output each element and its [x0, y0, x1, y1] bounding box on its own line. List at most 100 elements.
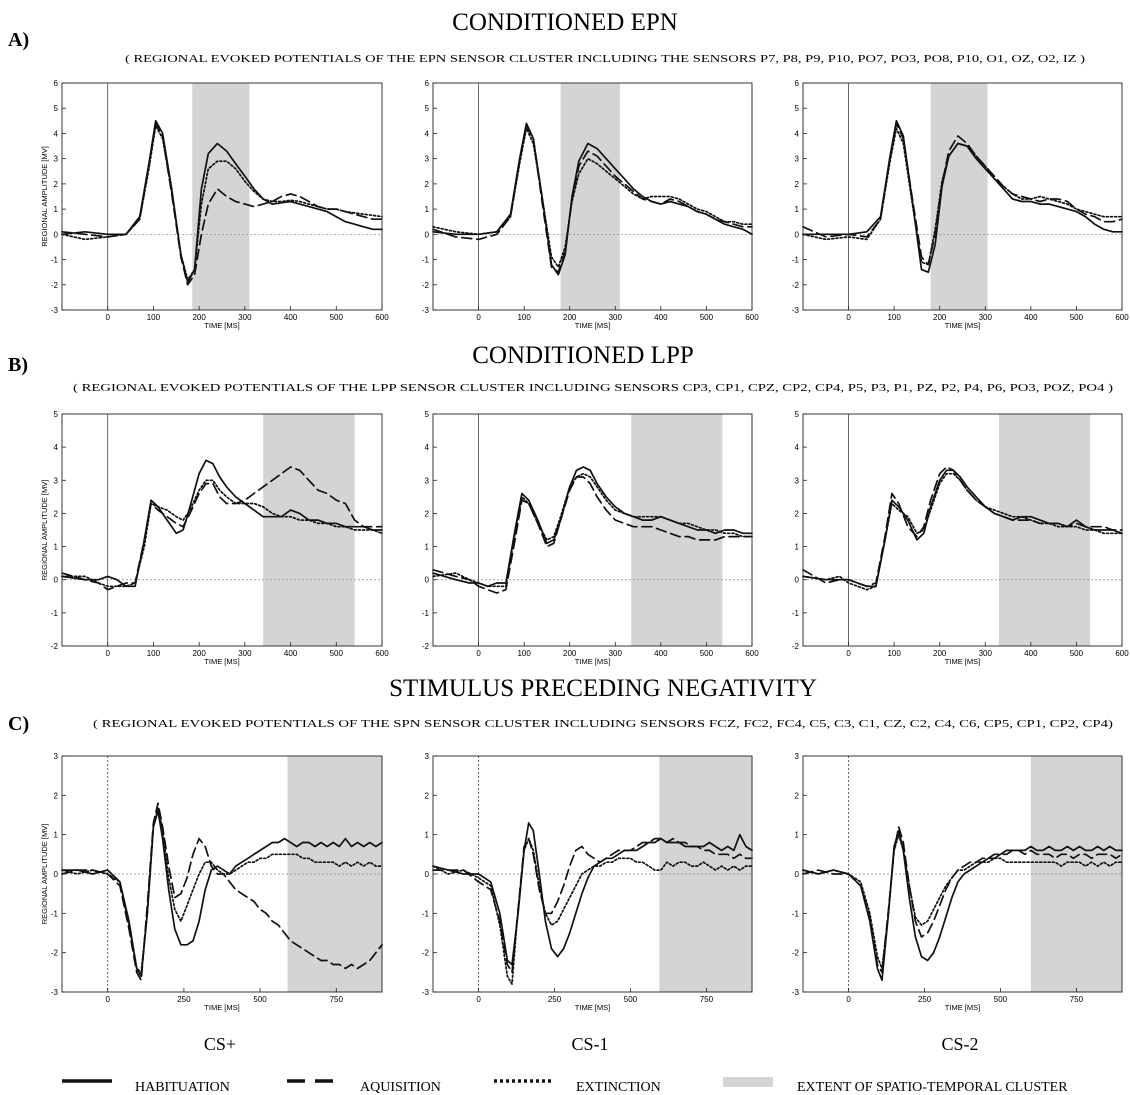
y-tick-label: -2 [792, 281, 800, 290]
x-tick-label: 600 [745, 313, 759, 322]
y-tick-label: -2 [51, 949, 59, 958]
x-tick-label: 200 [933, 313, 947, 322]
y-tick-label: 1 [54, 831, 59, 840]
series-line-habituation [802, 119, 1123, 274]
y-axis-label: REGIONAL AMPLITUDE [MV] [40, 480, 49, 581]
x-tick-label: 600 [375, 313, 389, 322]
y-tick-label: 3 [54, 752, 59, 761]
x-axis-label: TIME [MS] [204, 321, 239, 330]
y-tick-label: -3 [422, 988, 430, 997]
x-tick-label: 500 [700, 649, 714, 658]
y-tick-label: 0 [54, 576, 59, 585]
x-axis-label: TIME [MS] [945, 1003, 980, 1012]
section-subtitle-a: ( REGIONAL EVOKED POTENTIALS OF THE EPN … [125, 54, 1086, 65]
x-tick-label: 500 [330, 649, 344, 658]
y-axis-label: REGIONAL AMPLITUDE [MV] [40, 824, 49, 925]
y-tick-label: 3 [425, 752, 430, 761]
series-line-extinction [61, 479, 383, 588]
y-tick-label: 5 [54, 104, 59, 113]
y-tick-label: 1 [795, 205, 800, 214]
section-subtitle-b: ( REGIONAL EVOKED POTENTIALS OF THE LPP … [73, 383, 1114, 394]
y-tick-label: -2 [422, 281, 430, 290]
x-tick-label: 600 [745, 649, 759, 658]
x-axis-label: TIME [MS] [575, 321, 610, 330]
series-line-aquisition [61, 466, 383, 591]
x-tick-label: 400 [284, 649, 298, 658]
y-tick-label: 6 [425, 79, 430, 88]
x-tick-label: 100 [517, 313, 531, 322]
chart-panel-4: 0 100 200 300 400 500 600 -2 -1 0 1 2 3 4 5 TIME [MS] RE… [40, 410, 389, 666]
y-tick-label: 6 [795, 79, 800, 88]
y-tick-label: 2 [795, 509, 800, 518]
x-axis-label: TIME [MS] [945, 657, 980, 666]
x-tick-label: 0 [105, 649, 110, 658]
chart-panel-2: 0 100 200 300 400 500 600 -3 -2 -1 0 1 2 3 4 5 6 TIME [MS… [422, 79, 759, 330]
chart-panel-5: 0 100 200 300 400 500 600 -2 -1 0 1 2 3 4 5 TIME [MS] [422, 410, 759, 666]
chart-panel-6: 0 100 200 300 400 500 600 -2 -1 0 1 2 3 4 5 TIME [MS] [792, 410, 1129, 666]
x-tick-label: 500 [700, 313, 714, 322]
column-label-cs-2: CS-2 [941, 1034, 978, 1054]
y-tick-label: 2 [425, 791, 430, 800]
plot-frame [432, 413, 753, 647]
y-tick-label: 2 [425, 180, 430, 189]
x-tick-label: 600 [375, 649, 389, 658]
x-tick-label: 400 [284, 313, 298, 322]
y-tick-label: -3 [422, 306, 430, 315]
x-tick-label: 0 [846, 649, 851, 658]
legend-label-extinction: EXTINCTION [576, 1080, 661, 1095]
x-axis-label: TIME [MS] [204, 1003, 239, 1012]
x-tick-label: 250 [918, 995, 932, 1004]
x-axis-label: TIME [MS] [945, 321, 980, 330]
section-letter-a: A) [8, 29, 29, 51]
x-tick-label: 500 [1070, 313, 1084, 322]
cluster-shading [560, 83, 620, 310]
x-tick-label: 200 [192, 313, 206, 322]
plot-frame [802, 413, 1123, 647]
y-tick-label: -1 [792, 609, 800, 618]
series-line-aquisition [432, 476, 753, 594]
section-letter-c: C) [8, 713, 29, 735]
y-tick-label: 4 [54, 443, 59, 452]
y-tick-label: 1 [425, 831, 430, 840]
y-tick-label: -3 [792, 306, 800, 315]
y-tick-label: -1 [422, 256, 430, 265]
y-tick-label: 1 [425, 205, 430, 214]
y-tick-label: 3 [425, 476, 430, 485]
y-tick-label: -1 [51, 609, 59, 618]
plot-frame [61, 413, 383, 647]
x-tick-label: 0 [476, 995, 481, 1004]
plot-frame [432, 82, 753, 311]
x-tick-label: 600 [1115, 313, 1129, 322]
x-tick-label: 250 [177, 995, 191, 1004]
x-tick-label: 200 [563, 313, 577, 322]
x-tick-label: 500 [253, 995, 267, 1004]
series-line-aquisition [802, 825, 1123, 974]
y-tick-label: -2 [51, 281, 59, 290]
x-tick-label: 0 [476, 649, 481, 658]
y-tick-label: 1 [54, 543, 59, 552]
y-tick-label: -2 [51, 642, 59, 651]
y-tick-label: 5 [795, 410, 800, 419]
chart-panel-9: 0 250 500 750 -3 -2 -1 0 1 2 3 TIME [MS] [792, 752, 1123, 1012]
series-line-extinction [802, 127, 1123, 266]
y-tick-label: 2 [795, 180, 800, 189]
cluster-shading [263, 414, 355, 646]
y-tick-label: -3 [792, 988, 800, 997]
x-tick-label: 0 [846, 313, 851, 322]
x-axis-label: TIME [MS] [575, 1003, 610, 1012]
series-line-habituation [432, 466, 753, 588]
x-tick-label: 300 [979, 649, 993, 658]
y-tick-label: 2 [425, 509, 430, 518]
y-tick-label: 0 [425, 576, 430, 585]
y-tick-label: -2 [792, 949, 800, 958]
y-tick-label: 0 [795, 230, 800, 239]
legend-swatch-cluster [723, 1077, 773, 1087]
x-tick-label: 400 [1024, 313, 1038, 322]
y-tick-label: 3 [54, 476, 59, 485]
chart-panel-7: 0 250 500 750 -3 -2 -1 0 1 2 3 TIME [MS] REGIONAL AM… [40, 752, 383, 1012]
plot-frame [802, 82, 1123, 311]
section-subtitle-c: ( REGIONAL EVOKED POTENTIALS OF THE SPN … [93, 719, 1114, 730]
x-tick-label: 100 [517, 649, 531, 658]
